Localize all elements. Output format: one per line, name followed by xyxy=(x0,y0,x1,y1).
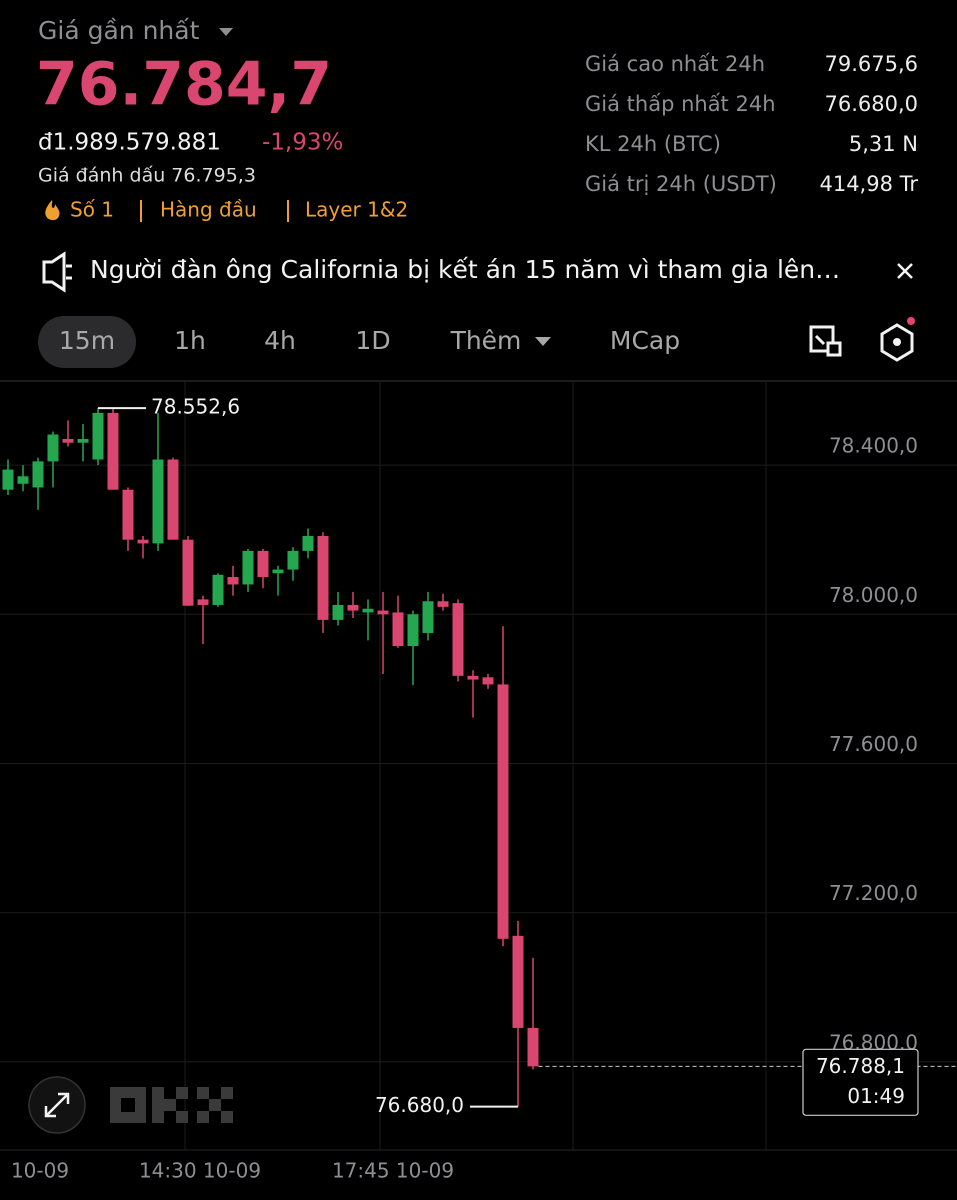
indicator-icon[interactable] xyxy=(880,317,915,362)
fiat-price: đ1.989.579.881 xyxy=(38,130,221,156)
stat-label: Giá trị 24h (USDT) xyxy=(585,172,777,196)
news-text[interactable]: Người đàn ông California bị kết án 15 nă… xyxy=(90,255,840,284)
candle-body xyxy=(107,412,119,490)
tag[interactable]: Hàng đầu xyxy=(160,198,257,222)
candle-body xyxy=(32,461,44,488)
high-marker-label: 78.552,6 xyxy=(151,395,240,419)
stat-value: 79.675,6 xyxy=(824,52,918,76)
candle-body xyxy=(2,469,14,490)
candle-body xyxy=(422,601,434,633)
candle-body xyxy=(437,601,449,607)
x-tick-label: 14:30 10-09 xyxy=(139,1159,261,1183)
tabs: 15m 1h 4h 1D Thêm MCap xyxy=(59,326,680,355)
candle-body xyxy=(92,412,104,460)
y-tick-label: 77.600,0 xyxy=(829,732,918,756)
candle-body xyxy=(482,677,494,685)
candle-body xyxy=(452,603,464,676)
close-icon[interactable] xyxy=(897,263,913,279)
candle-body xyxy=(257,550,269,578)
candle-body xyxy=(377,610,389,615)
y-tick-label: 77.200,0 xyxy=(829,881,918,905)
tag[interactable]: Số 1 xyxy=(70,198,114,222)
stat-value: 5,31 N xyxy=(849,132,918,156)
candle-body xyxy=(17,476,29,484)
stat-value: 414,98 Tr xyxy=(819,172,918,196)
tab[interactable]: Thêm xyxy=(450,326,522,355)
expand-icon[interactable] xyxy=(44,1092,70,1118)
candle-body xyxy=(302,535,314,551)
candle-body xyxy=(167,459,179,540)
stat-label: Giá thấp nhất 24h xyxy=(585,92,776,116)
stat-label: Giá cao nhất 24h xyxy=(585,52,765,76)
last-price-box xyxy=(802,1048,919,1116)
candle-body xyxy=(77,438,89,443)
low-marker-label: 76.680,0 xyxy=(375,1093,464,1117)
candle-body xyxy=(497,684,509,939)
tab[interactable]: MCap xyxy=(610,326,680,355)
stat-label: KL 24h (BTC) xyxy=(585,132,721,156)
last-price-label: 76.788,1 xyxy=(816,1054,905,1078)
chart: 78.400,078.000,077.600,077.200,076.800,0… xyxy=(0,382,957,1183)
candle-body xyxy=(122,489,134,540)
mark-price: Giá đánh dấu 76.795,3 xyxy=(38,165,256,187)
speaker-icon xyxy=(66,264,72,280)
candle-body xyxy=(527,1027,539,1067)
last-price: 76.784,7 xyxy=(36,50,332,120)
candle-body xyxy=(362,608,374,613)
watermark-logo xyxy=(110,1087,233,1123)
tab-selected-bg[interactable] xyxy=(38,316,136,368)
candle-body xyxy=(212,574,224,605)
candle-body xyxy=(287,550,299,570)
candle-body xyxy=(137,539,149,544)
tab[interactable]: 1D xyxy=(355,326,390,355)
dropdown-icon[interactable] xyxy=(219,28,233,36)
y-tick-label: 78.000,0 xyxy=(829,583,918,607)
candle-body xyxy=(407,614,419,647)
x-tick-label: 17:45 10-09 xyxy=(332,1159,454,1183)
candle-body xyxy=(152,459,164,544)
candle-body xyxy=(272,569,284,574)
countdown: 01:49 xyxy=(847,1084,905,1108)
candle-body xyxy=(332,604,344,620)
tab[interactable]: 4h xyxy=(264,326,296,355)
flame-icon xyxy=(45,200,60,221)
speaker-icon xyxy=(42,251,66,293)
chart-settings-icon[interactable] xyxy=(809,325,842,357)
x-tick-label: 10-09 xyxy=(11,1159,69,1183)
tab[interactable]: 1h xyxy=(174,326,206,355)
candle-body xyxy=(392,612,404,647)
candle-body xyxy=(317,535,329,620)
y-tick-label: 78.400,0 xyxy=(829,434,918,458)
dropdown-icon[interactable] xyxy=(535,337,551,346)
tag[interactable]: Layer 1&2 xyxy=(305,198,408,222)
change: -1,93% xyxy=(262,130,343,156)
candle-body xyxy=(47,434,59,462)
price-label: Giá gần nhất xyxy=(38,16,200,45)
candle-body xyxy=(347,604,359,611)
candle-body xyxy=(197,599,209,605)
candle-body xyxy=(227,577,239,585)
tab[interactable]: 15m xyxy=(59,326,115,355)
candle-body xyxy=(182,539,194,606)
candle-body xyxy=(467,675,479,680)
stat-value: 76.680,0 xyxy=(824,92,918,116)
stats: Giá cao nhất 24h 79.675,6 Giá thấp nhất 24… xyxy=(585,52,918,196)
candle-body xyxy=(62,438,74,443)
candle-body xyxy=(512,935,524,1028)
candle-body xyxy=(242,550,254,585)
